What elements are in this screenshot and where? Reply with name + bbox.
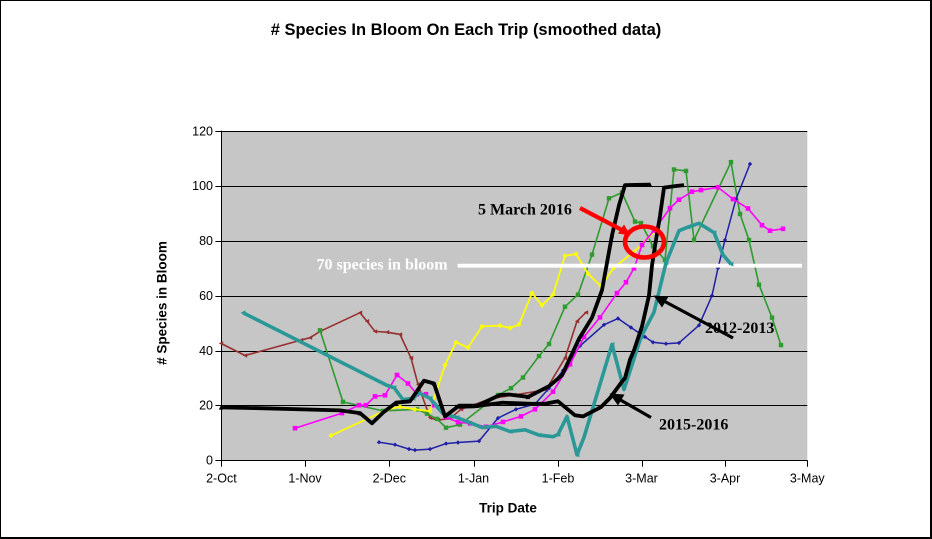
svg-text:20: 20: [199, 399, 213, 413]
svg-text:0: 0: [206, 454, 213, 468]
svg-text:3-May: 3-May: [790, 472, 825, 486]
svg-text:80: 80: [199, 234, 213, 248]
svg-text:1-Nov: 1-Nov: [288, 472, 322, 486]
svg-text:70 species in bloom: 70 species in bloom: [317, 257, 449, 274]
svg-text:1-Jan: 1-Jan: [458, 472, 489, 486]
svg-text:60: 60: [199, 289, 213, 303]
svg-text:1-Feb: 1-Feb: [542, 472, 575, 486]
svg-text:5 March 2016: 5 March 2016: [478, 202, 572, 219]
svg-text:40: 40: [199, 344, 213, 358]
svg-text:3-Mar: 3-Mar: [625, 472, 658, 486]
svg-text:2-Dec: 2-Dec: [373, 472, 406, 486]
svg-text:2-Oct: 2-Oct: [206, 472, 237, 486]
svg-text:# Species In Bloom On Each Tri: # Species In Bloom On Each Trip (smoothe…: [271, 21, 662, 39]
svg-text:Trip Date: Trip Date: [479, 501, 537, 516]
svg-text:2015-2016: 2015-2016: [659, 417, 728, 434]
svg-text:# Species in Bloom: # Species in Bloom: [155, 241, 170, 365]
svg-text:120: 120: [192, 124, 213, 138]
svg-text:3-Apr: 3-Apr: [710, 472, 741, 486]
svg-text:100: 100: [192, 179, 213, 193]
svg-text:2012-2013: 2012-2013: [705, 320, 774, 337]
